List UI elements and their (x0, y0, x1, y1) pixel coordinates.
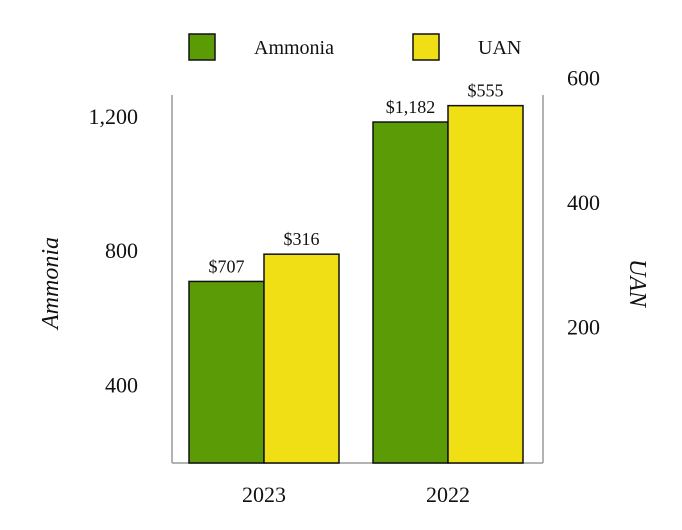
legend-label-ammonia: Ammonia (254, 37, 334, 59)
legend: Ammonia UAN (188, 33, 521, 61)
legend-swatch-ammonia (188, 33, 216, 61)
left-tick-label: 1,200 (89, 104, 139, 129)
axes: 400 800 1,200 200 400 600 2023 2022 (89, 66, 601, 507)
right-tick-label: 600 (567, 66, 600, 91)
bars (188, 104, 524, 464)
legend-swatch-uan (412, 33, 440, 61)
x-tick-label: 2022 (426, 482, 470, 507)
bar-ammonia-2022 (372, 121, 449, 464)
right-tick-label: 200 (567, 314, 600, 339)
left-tick-label: 800 (105, 238, 138, 263)
bar-uan-2022 (447, 104, 524, 464)
bar-ammonia-2023 (188, 280, 265, 464)
data-label: $555 (468, 81, 504, 101)
right-tick-label: 400 (567, 190, 600, 215)
left-axis-title: Ammonia (38, 237, 64, 331)
legend-label-uan: UAN (478, 37, 521, 59)
bar-uan-2023 (263, 253, 340, 464)
data-label: $316 (284, 229, 320, 249)
data-labels: $707 $316 $1,182 $555 (209, 81, 504, 277)
x-tick-label: 2023 (242, 482, 286, 507)
data-label: $1,182 (386, 97, 436, 117)
data-label: $707 (209, 256, 245, 276)
left-tick-label: 400 (105, 372, 138, 397)
right-axis-title: UAN (624, 259, 650, 309)
